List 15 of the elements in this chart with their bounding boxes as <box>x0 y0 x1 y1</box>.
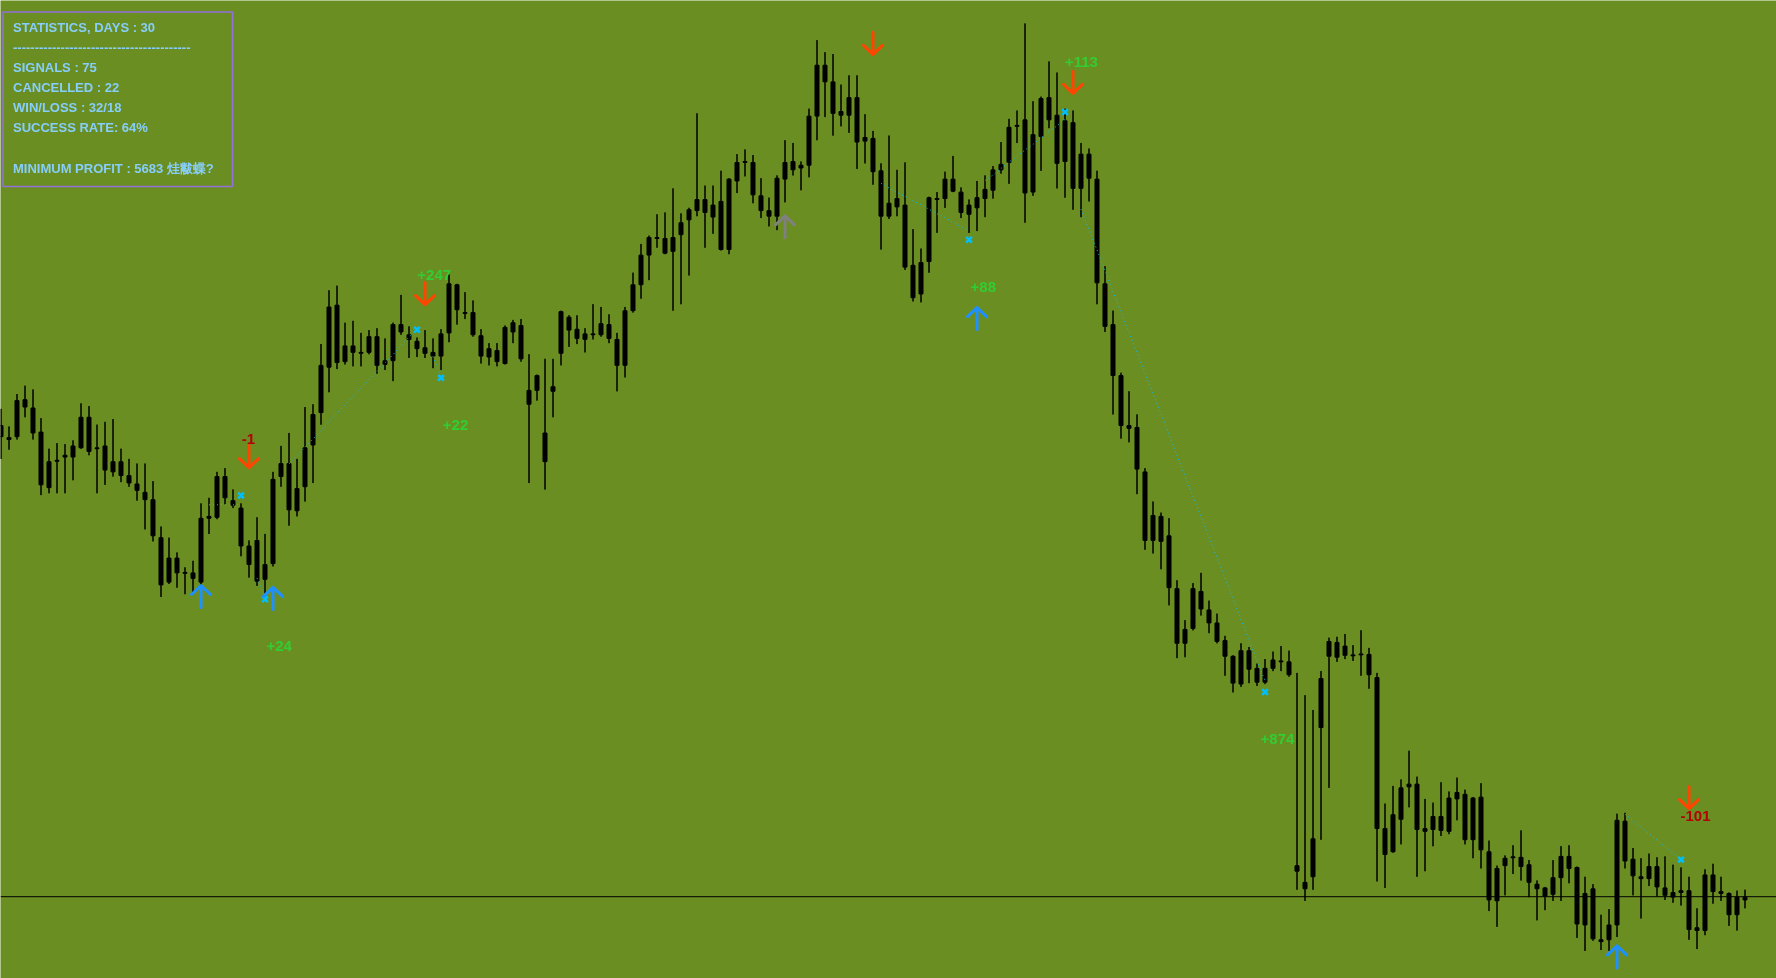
annotation: MINIMUM PROFIT : 5683 烓黻蝶? <box>13 160 214 176</box>
annotation: -101 <box>1680 807 1711 825</box>
annotation: +247 <box>417 265 452 283</box>
annotation: +24 <box>266 637 293 655</box>
annotation: SIGNALS : 75 <box>13 60 97 76</box>
annotation: +88 <box>970 277 997 295</box>
annotation: -1 <box>241 429 256 447</box>
annotation: STATISTICS, DAYS : 30 <box>13 19 156 35</box>
annotation: ----------------------------------------- <box>13 40 191 56</box>
annotation: SUCCESS RATE: 64% <box>13 120 149 136</box>
annotation: CANCELLED : 22 <box>13 80 120 96</box>
annotation: +113 <box>1064 53 1098 71</box>
annotation: +22 <box>442 416 469 434</box>
annotation: +874 <box>1260 730 1296 748</box>
annotation: WIN/LOSS : 32/18 <box>13 100 122 116</box>
